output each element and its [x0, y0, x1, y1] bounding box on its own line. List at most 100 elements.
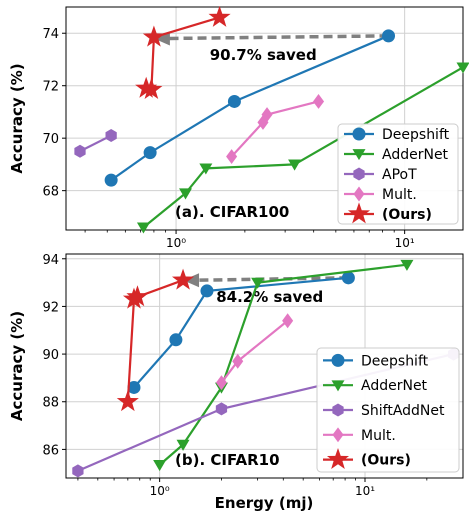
- series-line-deepshift: [110, 34, 389, 182]
- data-point-deepshift: [104, 173, 118, 187]
- y-tick-label: 88: [42, 396, 59, 411]
- data-point-deepshift: [341, 271, 355, 285]
- legend-marker-addernet: [331, 380, 345, 392]
- data-point-mult: [257, 114, 269, 130]
- x-tick-label: 10⁰: [166, 236, 186, 250]
- legend-label: Deepshift: [382, 127, 450, 143]
- data-point-mult: [232, 353, 244, 369]
- data-point-ours: [142, 25, 165, 47]
- arrow-head: [153, 31, 170, 46]
- data-point-ours: [140, 78, 163, 100]
- panel-a-frame: [65, 6, 464, 231]
- legend-item-ours: (Ours): [323, 447, 411, 469]
- series-mult: [215, 313, 294, 391]
- data-point-addernet: [176, 439, 190, 451]
- legend-label: Mult.: [382, 187, 417, 203]
- data-point-deepshift: [127, 380, 141, 394]
- data-point-addernet: [136, 222, 150, 234]
- y-tick-label: 94: [42, 253, 59, 268]
- panel-a: 68 70 72 74 10⁰ 10¹ Accuracy (%) 90.7% saved (a)…: [8, 5, 469, 250]
- data-point-addernet: [153, 460, 167, 472]
- data-point-addernet: [199, 163, 213, 175]
- legend-marker-mult: [353, 186, 365, 202]
- legend-label: (Ours): [382, 207, 432, 223]
- legend-item-addernet: AdderNet: [344, 147, 449, 163]
- data-point-shiftaddnet: [72, 464, 84, 478]
- legend-item-ours: (Ours): [344, 202, 432, 224]
- panel-a-ylabel: Accuracy (%): [8, 63, 26, 173]
- data-point-apot: [74, 144, 86, 158]
- data-point-deepshift: [169, 333, 183, 347]
- x-tick-label: 10¹: [355, 484, 375, 498]
- data-point-mult: [226, 149, 238, 165]
- panel-b-savings-arrow: [183, 273, 349, 288]
- legend-label: AdderNet: [382, 147, 449, 163]
- panel-a-savings-label: 90.7% saved: [210, 46, 317, 64]
- legend-marker-ours: [326, 447, 350, 469]
- series-apot: [74, 129, 117, 158]
- panel-b-frame: [65, 253, 464, 479]
- legend-item-deepshift: Deepshift: [344, 127, 450, 143]
- legend-box: [337, 123, 459, 225]
- legend-item-shiftaddnet: ShiftAddNet: [323, 403, 445, 419]
- legend-marker-deepshift: [331, 353, 345, 367]
- panel-a-legend: Deepshift AdderNet APoT Mult. (Ours): [337, 123, 459, 225]
- legend-item-addernet: AdderNet: [323, 378, 428, 394]
- y-tick-label: 92: [42, 300, 59, 315]
- legend-marker-mult: [332, 427, 344, 443]
- panel-b-savings-label: 84.2% saved: [216, 288, 323, 306]
- data-point-addernet: [179, 188, 193, 200]
- y-tick-label: 74: [42, 27, 59, 42]
- legend-marker-shiftaddnet: [332, 403, 344, 417]
- data-point-addernet: [456, 62, 469, 74]
- legend-label: ShiftAddNet: [361, 403, 445, 419]
- legend-label: APoT: [382, 167, 417, 183]
- panel-b: 86 88 90 92 94 10⁰ 10¹ Accuracy (%) 84.2% saved (…: [8, 253, 464, 498]
- data-point-addernet: [400, 259, 414, 271]
- y-tick-label: 86: [42, 443, 59, 458]
- legend-label: AdderNet: [361, 378, 428, 394]
- series-deepshift: [104, 29, 396, 187]
- series-ours: [135, 5, 231, 100]
- data-point-addernet: [288, 159, 302, 171]
- data-point-ours: [116, 390, 139, 412]
- data-point-deepshift: [200, 284, 214, 298]
- y-tick-label: 72: [42, 80, 59, 95]
- data-point-mult: [261, 107, 273, 123]
- series-line-mult: [230, 100, 319, 158]
- arrow-head: [183, 273, 200, 288]
- panel-b-label: (b). CIFAR10: [175, 451, 280, 469]
- legend-item-mult: Mult.: [344, 186, 417, 203]
- x-tick-label: 10⁰: [150, 484, 170, 498]
- legend-marker-addernet: [352, 149, 366, 161]
- data-point-mult: [215, 375, 227, 391]
- data-point-ours: [126, 285, 149, 307]
- legend-label: (Ours): [361, 453, 411, 469]
- panel-a-savings-arrow: [153, 31, 389, 46]
- legend-marker-deepshift: [352, 127, 366, 141]
- data-point-mult: [282, 313, 294, 329]
- legend-item-apot: APoT: [344, 167, 417, 183]
- x-axis-label: Energy (mj): [215, 494, 314, 512]
- legend-marker-ours: [347, 202, 371, 224]
- legend-label: Mult.: [361, 428, 396, 444]
- y-tick-label: 70: [42, 132, 59, 147]
- series-mult: [226, 93, 325, 165]
- legend-marker-apot: [353, 167, 365, 181]
- series-ours: [116, 268, 195, 412]
- y-tick-label: 90: [42, 348, 59, 363]
- arrow-shaft: [197, 276, 349, 282]
- data-point-ours: [208, 5, 231, 27]
- data-point-mult: [313, 93, 325, 109]
- y-tick-label: 68: [42, 185, 59, 200]
- arrow-shaft: [167, 34, 389, 41]
- data-point-deepshift: [143, 146, 157, 160]
- panel-a-label: (a). CIFAR100: [175, 203, 289, 221]
- legend-item-deepshift: Deepshift: [323, 353, 429, 369]
- data-point-shiftaddnet: [215, 402, 228, 416]
- legend-label: Deepshift: [361, 353, 429, 369]
- data-point-deepshift: [227, 94, 241, 108]
- series-deepshift: [127, 271, 355, 394]
- series-line-mult: [220, 319, 289, 384]
